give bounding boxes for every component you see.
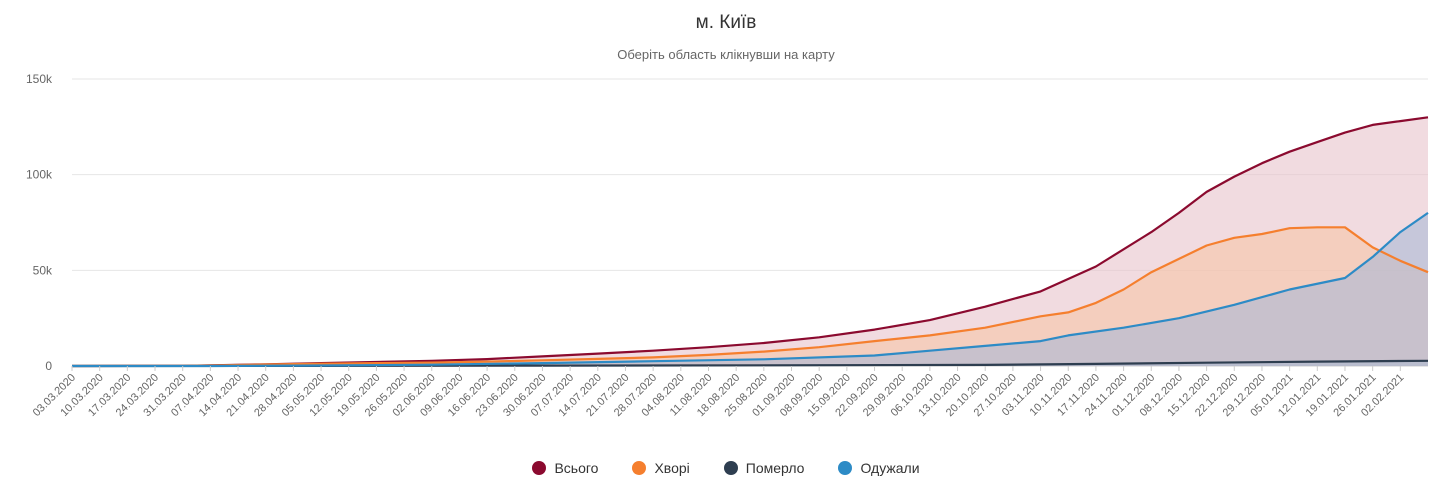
legend-item-0[interactable]: Всього bbox=[532, 460, 598, 476]
legend: Всього Хворі Померло Одужали bbox=[0, 460, 1452, 476]
y-tick-label: 150k bbox=[26, 72, 53, 86]
line-layer bbox=[71, 116, 1429, 368]
chart-subtitle: Оберіть область клікнувши на карту bbox=[617, 47, 835, 62]
y-tick-label: 100k bbox=[26, 168, 53, 182]
chart-title: м. Київ bbox=[695, 12, 757, 33]
legend-marker-icon bbox=[838, 461, 853, 475]
legend-label: Всього bbox=[554, 460, 599, 476]
legend-label: Одужали bbox=[860, 460, 920, 476]
legend-label: Хворі bbox=[654, 460, 690, 476]
series-area-1 bbox=[72, 227, 1428, 366]
y-tick-label: 0 bbox=[45, 359, 52, 373]
series-line-1[interactable] bbox=[71, 226, 1429, 368]
x-axis: 03.03.202010.03.202017.03.202024.03.2020… bbox=[31, 366, 1406, 419]
legend-item-3[interactable]: Одужали bbox=[838, 460, 920, 476]
legend-label: Померло bbox=[745, 460, 805, 476]
area-layer bbox=[72, 117, 1428, 366]
legend-marker-icon bbox=[723, 461, 738, 475]
y-axis: 0 50k 100k 150k bbox=[26, 72, 53, 373]
legend-marker-icon bbox=[532, 461, 547, 475]
legend-item-1[interactable]: Хворі bbox=[632, 460, 690, 476]
y-tick-label: 50k bbox=[33, 263, 53, 277]
legend-marker-icon bbox=[632, 461, 647, 475]
series-area-3 bbox=[72, 212, 1428, 366]
series-area-0 bbox=[72, 117, 1428, 366]
legend-item-2[interactable]: Померло bbox=[723, 460, 805, 476]
series-line-3[interactable] bbox=[72, 211, 1429, 368]
